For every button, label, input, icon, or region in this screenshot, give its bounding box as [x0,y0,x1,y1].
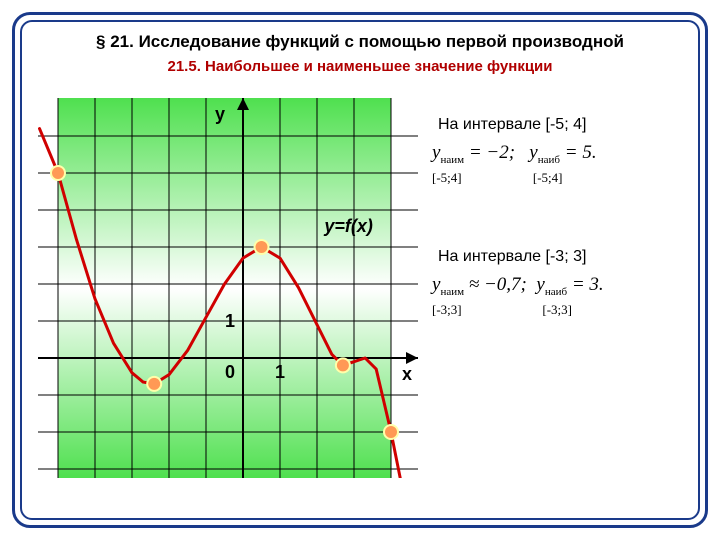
svg-text:0: 0 [225,362,235,382]
svg-text:1: 1 [225,311,235,331]
svg-text:1: 1 [275,362,285,382]
formulas-panel: На интервале [-5; 4] yнаим = −2; yнаиб =… [428,108,682,380]
svg-text:y: y [215,104,225,124]
svg-text:y=f(x): y=f(x) [323,216,373,236]
formula-row-2: yнаим ≈ −0,7; yнаиб = 3. [-3;3] [-3;3] [432,274,682,320]
graph: y x 0 1 1 y=f(x) [38,98,418,478]
page-title: § 21. Исследование функций с помощью пер… [28,32,692,52]
interval-label-2: На интервале [-3; 3] [438,248,682,266]
page-subtitle: 21.5. Наибольшее и наименьшее значение ф… [28,58,692,75]
formula-row-1: yнаим = −2; yнаиб = 5. [-5;4] [-5;4] [432,142,682,188]
interval-label-1: На интервале [-5; 4] [438,116,682,134]
svg-text:x: x [402,364,412,384]
